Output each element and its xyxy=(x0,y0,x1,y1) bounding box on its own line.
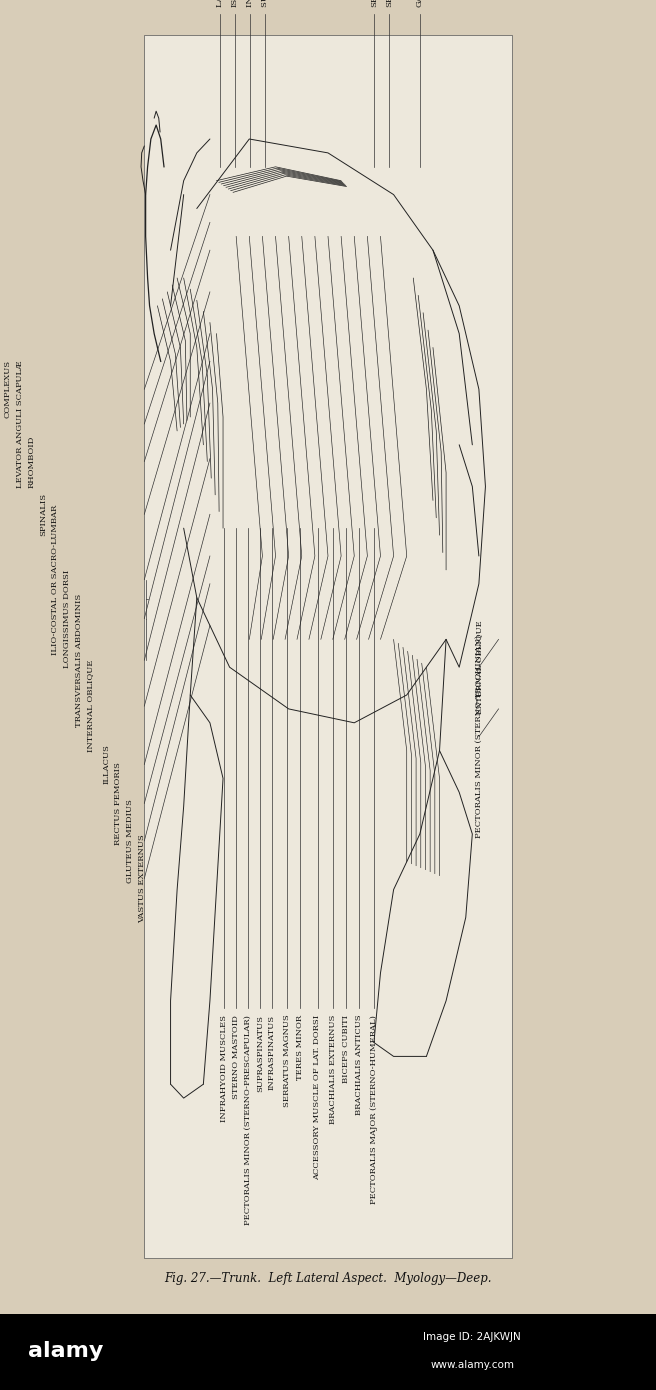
Text: RHOMBOID: RHOMBOID xyxy=(28,435,35,488)
Text: EXTERNAL OBLIQUE: EXTERNAL OBLIQUE xyxy=(475,620,483,714)
Text: www.alamy.com: www.alamy.com xyxy=(430,1359,514,1371)
Text: SERRATUS MAGNUS: SERRATUS MAGNUS xyxy=(283,1015,291,1108)
Text: INFRAHYOID MUSCLES: INFRAHYOID MUSCLES xyxy=(220,1015,228,1122)
Text: BICEPS CUBITI: BICEPS CUBITI xyxy=(342,1015,350,1083)
Text: LONGISSIMUS DORSI: LONGISSIMUS DORSI xyxy=(63,570,71,667)
Text: ACCESSORY MUSCLE OF LAT. DORSI: ACCESSORY MUSCLE OF LAT. DORSI xyxy=(314,1015,321,1180)
Text: Image ID: 2AJKWJN: Image ID: 2AJKWJN xyxy=(423,1332,522,1343)
Text: COMPLEXUS: COMPLEXUS xyxy=(4,360,12,418)
Text: RECTUS FEMORIS: RECTUS FEMORIS xyxy=(114,762,122,845)
Text: SUPERIOR SACRO-COCCYGEAL: SUPERIOR SACRO-COCCYGEAL xyxy=(261,0,269,7)
Text: TRANSVERSALIS ABDOMINIS: TRANSVERSALIS ABDOMINIS xyxy=(75,594,83,727)
Text: GASTROCNEMIUS: GASTROCNEMIUS xyxy=(416,0,424,7)
Text: SUPRASPINATUS: SUPRASPINATUS xyxy=(256,1015,264,1091)
Text: INFRASPINATUS: INFRASPINATUS xyxy=(268,1015,276,1090)
Text: ILIO-COSTAL OR SACRO-LUMBAR: ILIO-COSTAL OR SACRO-LUMBAR xyxy=(51,505,59,655)
Text: SEMI-MEMBRANOSUS: SEMI-MEMBRANOSUS xyxy=(385,0,393,7)
Text: BRACHIALIS EXTERNUS: BRACHIALIS EXTERNUS xyxy=(329,1015,337,1125)
FancyBboxPatch shape xyxy=(144,35,512,1258)
Text: INFERIOR SACRO-COCCYGEAL: INFERIOR SACRO-COCCYGEAL xyxy=(246,0,254,7)
Text: STERNO MASTOID: STERNO MASTOID xyxy=(232,1015,240,1098)
Text: SEMI-TENDINOSUS: SEMI-TENDINOSUS xyxy=(370,0,378,7)
Text: Fig. 27.—Trunk.  Left Lateral Aspect.  Myology—Deep.: Fig. 27.—Trunk. Left Lateral Aspect. Myo… xyxy=(164,1272,492,1286)
Text: TERES MINOR: TERES MINOR xyxy=(297,1015,304,1080)
Text: INTERNAL OBLIQUE: INTERNAL OBLIQUE xyxy=(87,660,94,752)
Text: ILLACUS: ILLACUS xyxy=(102,745,110,784)
Text: GLUTEUS MEDIUS: GLUTEUS MEDIUS xyxy=(126,799,134,883)
Text: alamy: alamy xyxy=(28,1341,103,1361)
Text: ISCHIO-COCCYGEAL: ISCHIO-COCCYGEAL xyxy=(231,0,239,7)
Text: SPINALIS: SPINALIS xyxy=(39,492,47,537)
Text: PECTORALIS MINOR (STERNO-TROCHINIAN): PECTORALIS MINOR (STERNO-TROCHINIAN) xyxy=(475,635,483,838)
Text: LATERAL SACRO-COCCYGEAL: LATERAL SACRO-COCCYGEAL xyxy=(216,0,224,7)
Text: BRACHIALIS ANTICUS: BRACHIALIS ANTICUS xyxy=(356,1015,363,1115)
Text: VASTUS EXTERNUS: VASTUS EXTERNUS xyxy=(138,834,146,923)
Text: PECTORALIS MINOR (STERNO-PRESCAPULAR): PECTORALIS MINOR (STERNO-PRESCAPULAR) xyxy=(244,1015,252,1225)
Text: PECTORALIS MAJOR (STERNO-HUMERAL): PECTORALIS MAJOR (STERNO-HUMERAL) xyxy=(370,1015,378,1204)
Text: LEVATOR ANGULI SCAPULÆ: LEVATOR ANGULI SCAPULÆ xyxy=(16,360,24,488)
Bar xyxy=(0,1314,656,1390)
